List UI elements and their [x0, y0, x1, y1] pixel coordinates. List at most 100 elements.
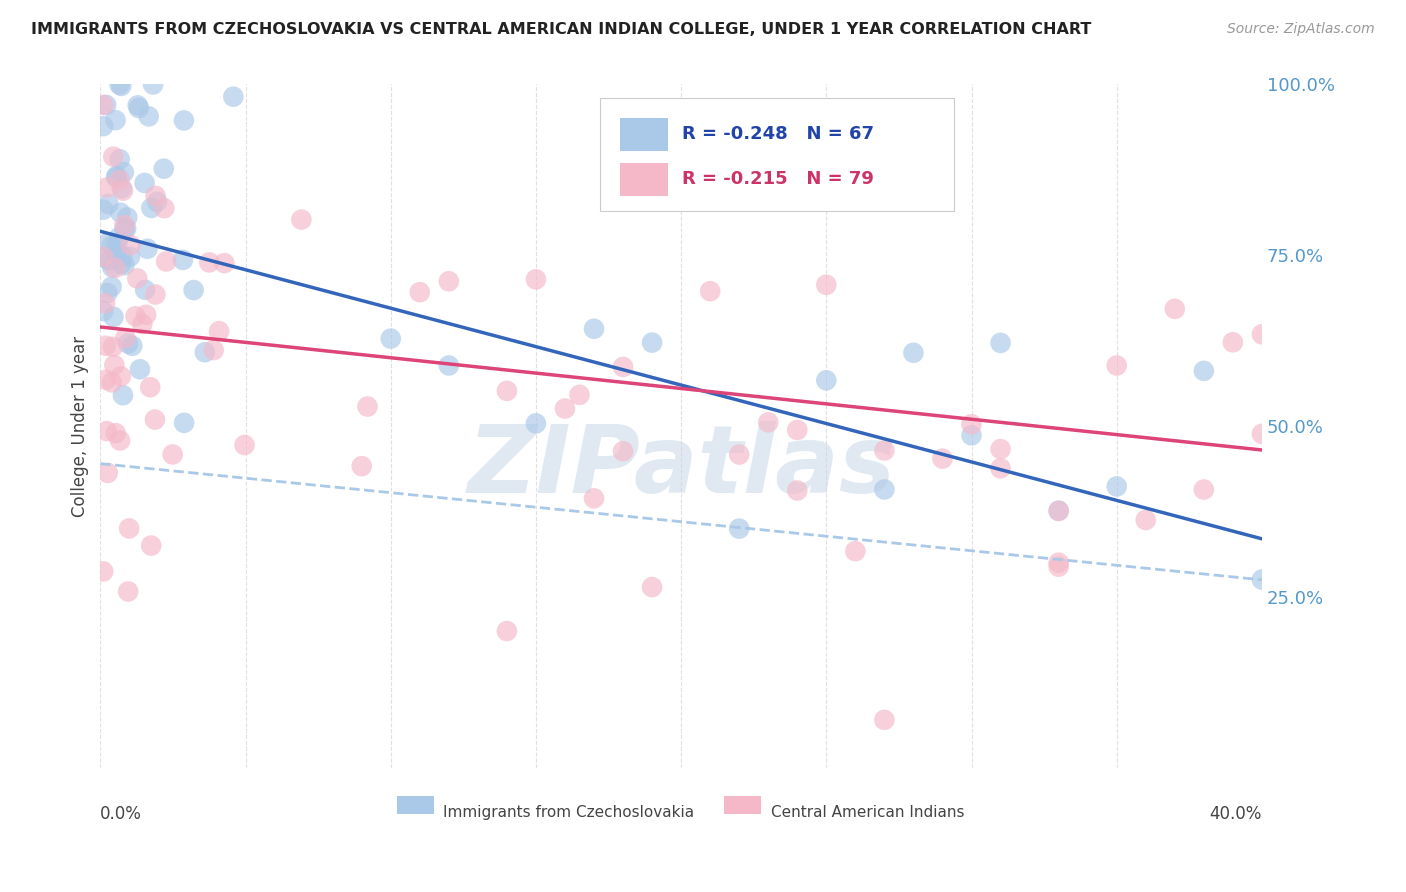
FancyBboxPatch shape [620, 163, 668, 196]
Text: 40.0%: 40.0% [1209, 805, 1263, 823]
Point [110, 78, 132, 93]
Point [110, 205, 132, 219]
Point [208, 324, 231, 338]
Point [815, 277, 838, 292]
FancyBboxPatch shape [396, 797, 433, 814]
Point [105, 170, 128, 185]
Point [153, 201, 176, 215]
Point [437, 359, 460, 373]
Point [108, 230, 131, 244]
Point [960, 428, 983, 442]
Point [903, 345, 925, 359]
Point [142, 78, 165, 92]
FancyBboxPatch shape [600, 98, 955, 211]
Point [1047, 503, 1070, 517]
Point [117, 211, 139, 225]
Point [115, 221, 138, 235]
Point [105, 245, 128, 260]
Point [134, 176, 156, 190]
Point [127, 271, 149, 285]
Point [873, 483, 896, 497]
Point [91, 202, 114, 217]
Point [524, 272, 547, 286]
Point [198, 255, 221, 269]
Point [94, 296, 117, 310]
Point [844, 544, 866, 558]
Point [756, 416, 779, 430]
Point [131, 317, 153, 331]
Y-axis label: College, Under 1 year: College, Under 1 year [72, 335, 89, 516]
Point [111, 184, 134, 198]
Point [97, 235, 120, 250]
Point [496, 624, 519, 638]
Point [728, 522, 751, 536]
Point [114, 331, 136, 345]
Point [101, 376, 124, 390]
Point [990, 461, 1012, 475]
Point [1135, 513, 1157, 527]
Point [111, 181, 134, 195]
Point [104, 113, 127, 128]
Point [699, 284, 721, 298]
Text: IMMIGRANTS FROM CZECHOSLOVAKIA VS CENTRAL AMERICAN INDIAN COLLEGE, UNDER 1 YEAR : IMMIGRANTS FROM CZECHOSLOVAKIA VS CENTRA… [31, 22, 1091, 37]
Point [111, 388, 134, 402]
Text: Source: ZipAtlas.com: Source: ZipAtlas.com [1227, 22, 1375, 37]
Point [128, 101, 150, 115]
Point [214, 256, 236, 270]
Point [183, 283, 205, 297]
Point [815, 373, 838, 387]
Point [194, 345, 217, 359]
Point [96, 98, 118, 112]
Point [141, 539, 163, 553]
Point [94, 373, 117, 387]
Point [91, 250, 114, 264]
Point [524, 417, 547, 431]
Point [233, 438, 256, 452]
Point [152, 161, 174, 176]
Point [104, 260, 127, 275]
Point [380, 332, 402, 346]
Point [1222, 335, 1244, 350]
Point [141, 201, 163, 215]
Point [612, 359, 634, 374]
Point [1192, 483, 1215, 497]
Point [582, 322, 605, 336]
Point [94, 339, 117, 353]
Point [202, 343, 225, 357]
Point [786, 423, 808, 437]
FancyBboxPatch shape [620, 118, 668, 151]
Point [437, 274, 460, 288]
Point [136, 242, 159, 256]
Point [145, 287, 167, 301]
Point [1047, 504, 1070, 518]
Text: ZIPatlas: ZIPatlas [467, 421, 896, 513]
Point [290, 212, 312, 227]
Point [108, 78, 131, 92]
Point [1105, 479, 1128, 493]
Point [96, 180, 118, 194]
Point [145, 189, 167, 203]
Point [173, 113, 195, 128]
Point [120, 238, 142, 252]
Point [117, 584, 139, 599]
Point [104, 426, 127, 441]
Point [350, 459, 373, 474]
Text: R = -0.248   N = 67: R = -0.248 N = 67 [682, 125, 875, 144]
Point [990, 442, 1012, 456]
Point [103, 310, 125, 324]
Point [134, 283, 156, 297]
Point [91, 119, 114, 133]
Point [138, 109, 160, 123]
Point [1105, 359, 1128, 373]
Point [1047, 556, 1070, 570]
Point [108, 153, 131, 167]
Point [873, 443, 896, 458]
Point [612, 444, 634, 458]
Point [222, 89, 245, 103]
Point [173, 416, 195, 430]
Point [121, 339, 143, 353]
Point [172, 252, 194, 267]
Point [568, 388, 591, 402]
Point [105, 169, 128, 183]
Point [1047, 559, 1070, 574]
